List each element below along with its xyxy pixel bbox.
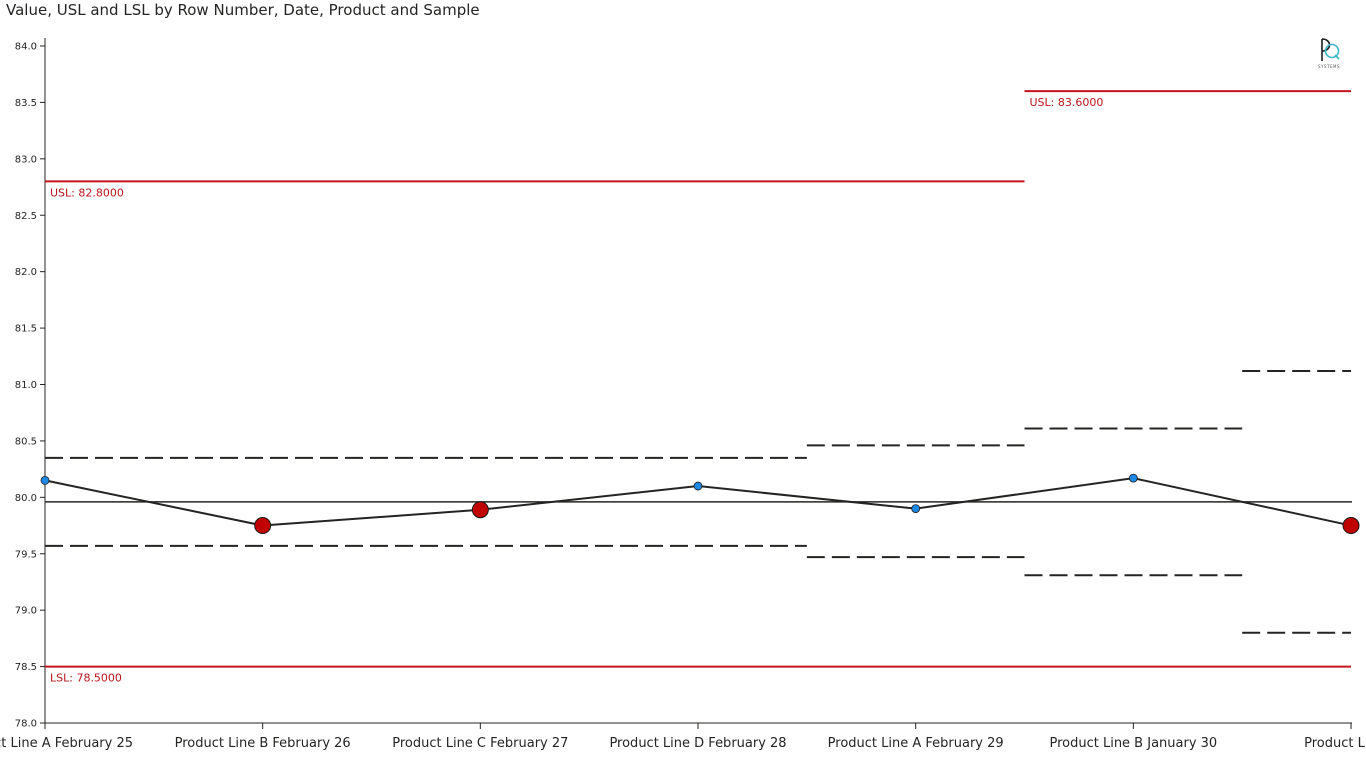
y-tick-label: 78.5: [15, 662, 37, 673]
y-tick-label: 81.0: [15, 380, 37, 391]
y-tick-label: 82.0: [15, 267, 37, 278]
spec-limits: USL: 82.8000 USL: 83.6000 LSL: 78.5000: [45, 90, 1352, 685]
value-series: [40, 473, 1360, 535]
data-point: [693, 481, 703, 491]
alert-point: [254, 517, 272, 535]
data-point: [911, 504, 921, 514]
y-tick-label: 78.0: [15, 719, 37, 730]
x-tick-label: Product Line C: [1304, 736, 1366, 751]
x-tick-label: Product Line B February 26: [175, 736, 351, 751]
data-point: [1128, 473, 1138, 483]
y-tick-label: 81.5: [15, 324, 37, 335]
y-tick-label: 80.0: [15, 493, 37, 504]
x-tick-label: Product Line D February 28: [609, 736, 786, 751]
x-tick-label: Product Line A February 29: [828, 736, 1004, 751]
y-tick-label: 80.5: [15, 436, 37, 447]
y-tick-label: 79.0: [15, 606, 37, 617]
y-tick-label: 83.5: [15, 98, 37, 109]
logo-text: SYSTEMS: [1318, 64, 1340, 69]
y-axis: 78.0 78.5 79.0 79.5 80.0 80.5 81.0 81.5 82.0 82.5…: [15, 38, 46, 730]
y-tick-label: 84.0: [15, 42, 37, 53]
y-tick-label: 79.5: [15, 549, 37, 560]
alert-point: [471, 501, 489, 519]
x-tick-label: Product Line C February 27: [392, 736, 568, 751]
control-limits: [45, 369, 1352, 634]
lsl-label: LSL: 78.5000: [50, 672, 122, 685]
data-point: [40, 476, 50, 485]
x-axis: Product Line A February 25 Product Line B…: [0, 722, 1366, 751]
x-tick-label: Product Line B January 30: [1049, 736, 1217, 751]
usl-label: USL: 82.8000: [50, 186, 124, 199]
chart-title: Value, USL and LSL by Row Number, Date, …: [6, 1, 480, 19]
alert-point: [1342, 517, 1360, 535]
y-tick-label: 83.0: [15, 154, 37, 165]
x-tick-label: Product Line A February 25: [0, 736, 133, 751]
usl-label: USL: 83.6000: [1030, 96, 1104, 109]
pq-systems-logo: SYSTEMS: [1318, 38, 1340, 69]
y-tick-label: 82.5: [15, 211, 37, 222]
